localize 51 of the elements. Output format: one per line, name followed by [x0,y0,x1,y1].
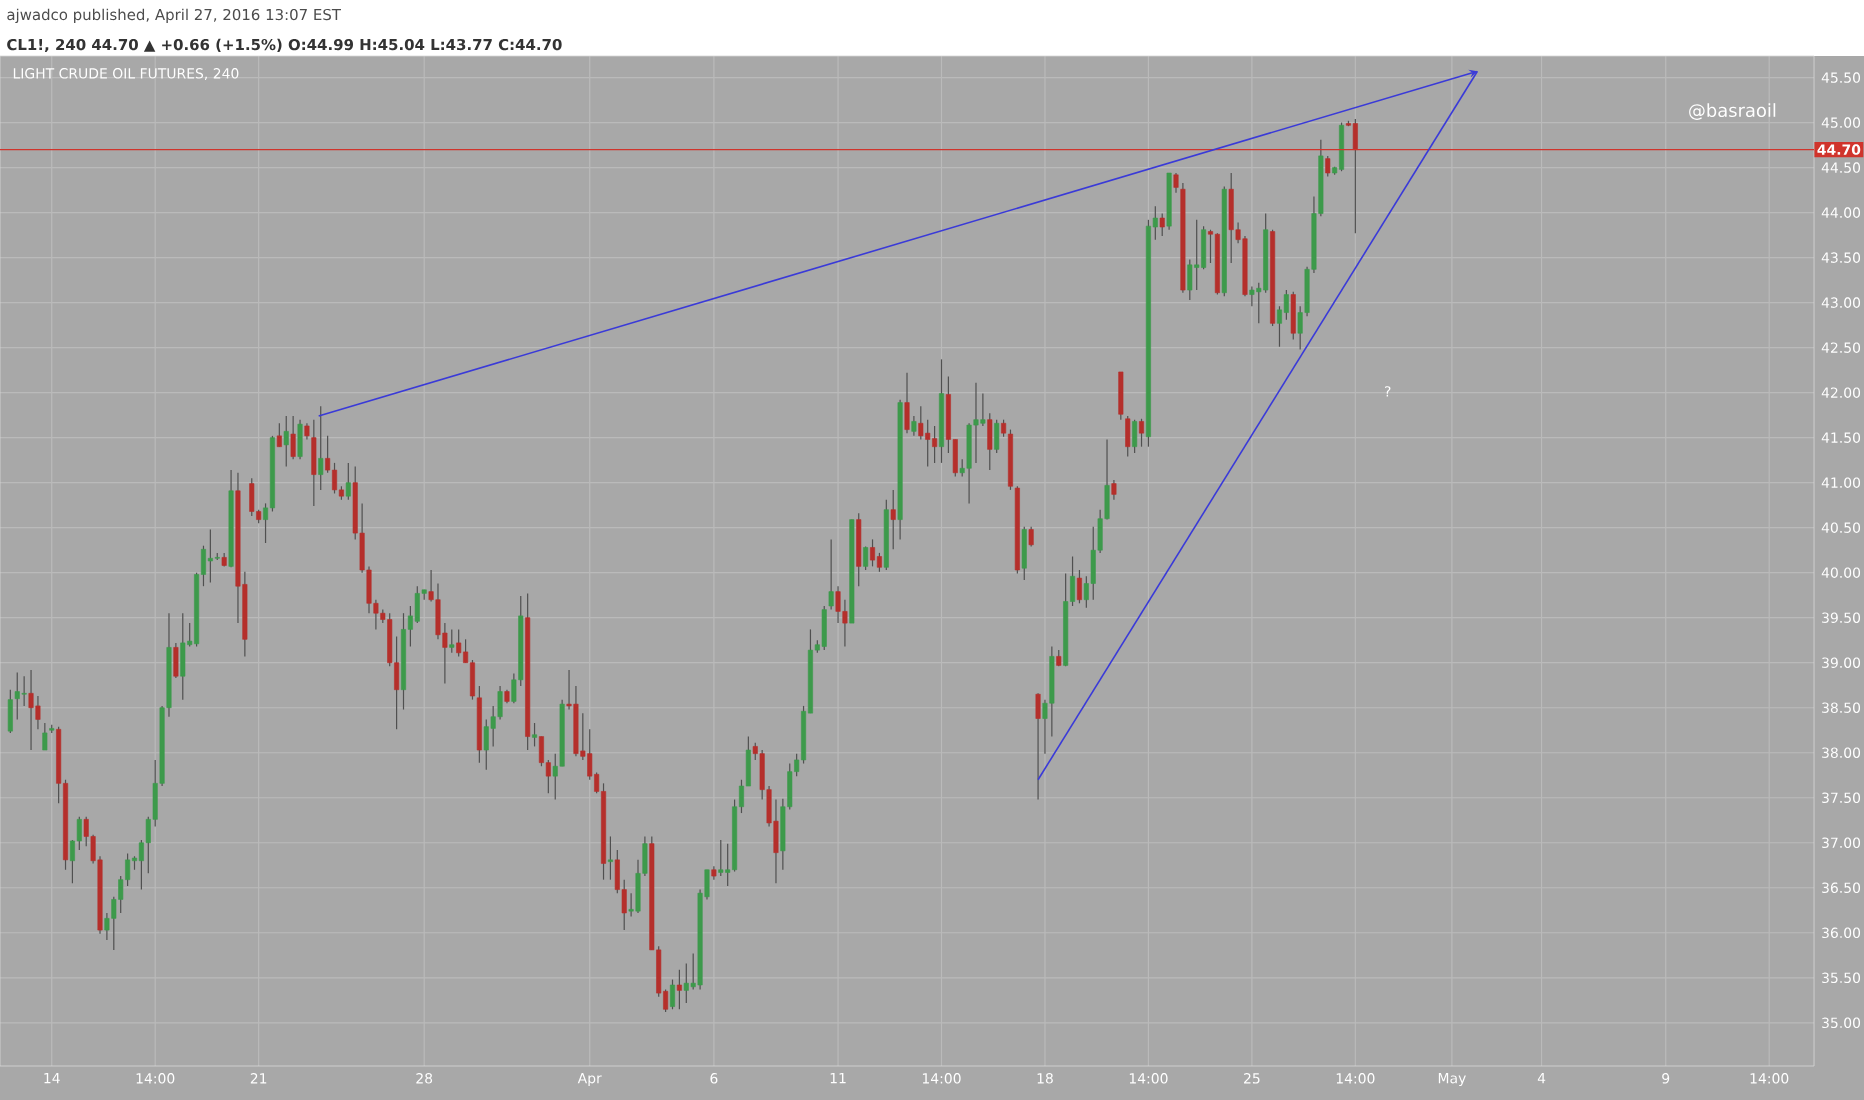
candlestick [1132,419,1138,454]
candlestick [1228,172,1234,264]
candlestick [297,419,303,460]
candlestick [994,419,1000,454]
candlestick [21,675,27,707]
candlestick [1352,118,1358,234]
candlestick [483,718,489,771]
candlestick [904,372,910,434]
candlestick [1076,569,1082,604]
candlestick [1290,291,1296,341]
candlestick [28,669,34,751]
candlestick [290,415,296,460]
candlestick [718,839,724,877]
candlestick [1159,212,1165,237]
candlestick [1325,155,1331,178]
candlestick [932,425,938,464]
candlestick [1139,418,1145,448]
candlestick [456,628,462,658]
candlestick [925,419,931,468]
candlestick [1194,219,1200,291]
candlestick [532,722,538,748]
candlestick [207,528,213,584]
candlestick [1035,692,1041,801]
candlestick [180,612,186,701]
candlestick [870,538,876,567]
candlestick [1339,122,1345,172]
candlestick [1118,371,1124,421]
candlestick [669,978,675,1010]
candlestick [318,405,324,491]
candlestick [856,512,862,587]
candlestick [7,689,13,734]
candlestick [1125,415,1131,458]
candlestick [1283,289,1289,321]
candlestick [1021,526,1027,581]
candlestick [449,628,455,654]
candlestick [980,392,986,427]
candlestick [683,962,689,1004]
candlestick [876,552,882,573]
candlestick [607,835,613,881]
candlestick [1028,526,1034,548]
candlestick [345,462,351,501]
candlestick [283,415,289,468]
candlestick [1201,225,1207,270]
candlestick [249,477,255,517]
annotation: @basraoil [1689,103,1776,120]
candlestick [890,489,896,550]
candlestick [469,659,475,701]
candlestick [173,642,179,679]
candlestick [676,969,682,1010]
candlestick [42,722,48,751]
candlestick [332,462,338,495]
